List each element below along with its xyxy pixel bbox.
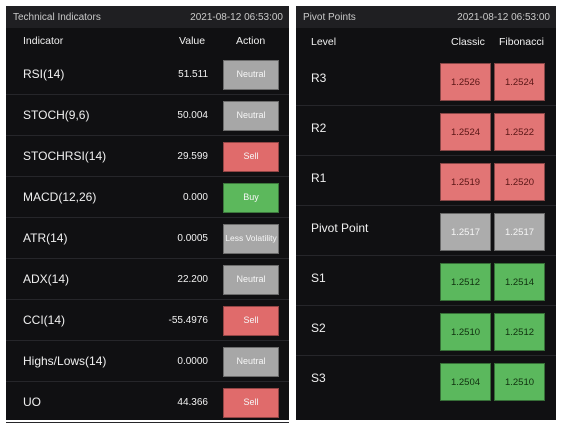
indicator-name: STOCH(9,6) <box>23 108 90 122</box>
pivot-fibonacci-value: 1.2520 <box>494 163 545 201</box>
pivot-classic-value: 1.2517 <box>440 213 491 251</box>
pivot-points-column-headers: Level Classic Fibonacci <box>296 28 556 56</box>
indicator-value: 22.200 <box>177 274 208 285</box>
indicator-row-highs-lows: Highs/Lows(14) 0.0000 Neutral <box>6 341 289 382</box>
action-badge-neutral: Neutral <box>223 101 279 131</box>
pivot-row-s3: S3 1.2504 1.2510 <box>296 356 556 405</box>
indicator-row-stoch: STOCH(9,6) 50.004 Neutral <box>6 95 289 136</box>
pivot-fibonacci-value: 1.2522 <box>494 113 545 151</box>
action-badge-neutral: Neutral <box>223 60 279 90</box>
pivot-classic-value: 1.2504 <box>440 363 491 401</box>
indicator-row-stochrsi: STOCHRSI(14) 29.599 Sell <box>6 136 289 177</box>
pivot-classic-value: 1.2510 <box>440 313 491 351</box>
pivot-fibonacci-value: 1.2514 <box>494 263 545 301</box>
indicator-name: UO <box>23 395 41 409</box>
column-header-indicator: Indicator <box>23 35 64 47</box>
indicator-row-uo: UO 44.366 Sell <box>6 382 289 423</box>
pivot-fibonacci-value: 1.2517 <box>494 213 545 251</box>
pivot-points-panel: Pivot Points 2021-08-12 06:53:00 Level C… <box>296 6 556 420</box>
action-badge-sell: Sell <box>223 306 279 336</box>
technical-indicators-header: Technical Indicators 2021-08-12 06:53:00 <box>6 6 289 28</box>
indicator-name: ATR(14) <box>23 231 68 245</box>
action-badge-buy: Buy <box>223 183 279 213</box>
indicator-value: 0.000 <box>182 192 208 203</box>
pivot-level-label: S3 <box>311 371 326 385</box>
pivot-row-s1: S1 1.2512 1.2514 <box>296 256 556 306</box>
pivot-row-pivot-point: Pivot Point 1.2517 1.2517 <box>296 206 556 256</box>
indicator-name: CCI(14) <box>23 313 66 327</box>
column-header-classic: Classic <box>451 36 485 48</box>
technical-indicators-timestamp: 2021-08-12 06:53:00 <box>190 11 283 23</box>
indicator-row-adx: ADX(14) 22.200 Neutral <box>6 259 289 300</box>
indicator-value: 0.0000 <box>177 356 208 367</box>
pivot-row-s2: S2 1.2510 1.2512 <box>296 306 556 356</box>
indicator-row-atr: ATR(14) 0.0005 Less Volatility <box>6 218 289 259</box>
pivot-level-label: S2 <box>311 321 326 335</box>
indicator-value: 50.004 <box>177 110 208 121</box>
indicator-name: RSI(14) <box>23 67 65 81</box>
pivot-points-title: Pivot Points <box>303 11 356 23</box>
action-badge-neutral: Neutral <box>223 347 279 377</box>
pivot-fibonacci-value: 1.2524 <box>494 63 545 101</box>
action-badge-sell: Sell <box>223 142 279 172</box>
pivot-points-header: Pivot Points 2021-08-12 06:53:00 <box>296 6 556 28</box>
action-badge-sell: Sell <box>223 388 279 418</box>
pivot-row-r3: R3 1.2526 1.2524 <box>296 56 556 106</box>
indicator-value: 51.511 <box>178 69 208 80</box>
pivot-fibonacci-value: 1.2512 <box>494 313 545 351</box>
indicator-row-macd: MACD(12,26) 0.000 Buy <box>6 177 289 218</box>
pivot-level-label: S1 <box>311 271 326 285</box>
pivot-level-label: R3 <box>311 71 327 85</box>
pivot-level-label: R1 <box>311 171 327 185</box>
indicator-name: Highs/Lows(14) <box>23 354 107 368</box>
column-header-level: Level <box>311 36 337 48</box>
technical-indicators-title: Technical Indicators <box>13 11 101 23</box>
indicator-value: -55.4976 <box>168 315 208 326</box>
pivot-level-label: Pivot Point <box>311 221 369 235</box>
technical-indicators-panel: Technical Indicators 2021-08-12 06:53:00… <box>6 6 289 423</box>
pivot-classic-value: 1.2519 <box>440 163 491 201</box>
column-header-value: Value <box>179 35 206 47</box>
pivot-row-r2: R2 1.2524 1.2522 <box>296 106 556 156</box>
indicator-value: 44.366 <box>177 397 208 408</box>
technical-indicators-column-headers: Indicator Value Action <box>6 28 289 54</box>
indicator-name: STOCHRSI(14) <box>23 149 107 163</box>
pivot-fibonacci-value: 1.2510 <box>494 363 545 401</box>
action-badge-neutral: Neutral <box>223 265 279 295</box>
pivot-classic-value: 1.2512 <box>440 263 491 301</box>
pivot-level-label: R2 <box>311 121 327 135</box>
indicator-name: MACD(12,26) <box>23 190 97 204</box>
indicator-value: 0.0005 <box>177 233 208 244</box>
pivot-row-r1: R1 1.2519 1.2520 <box>296 156 556 206</box>
indicator-name: ADX(14) <box>23 272 70 286</box>
pivot-classic-value: 1.2526 <box>440 63 491 101</box>
indicator-value: 29.599 <box>177 151 208 162</box>
indicator-row-cci: CCI(14) -55.4976 Sell <box>6 300 289 341</box>
action-badge-less-volatility: Less Volatility <box>223 224 279 254</box>
pivot-classic-value: 1.2524 <box>440 113 491 151</box>
column-header-fibonacci: Fibonacci <box>499 36 544 48</box>
column-header-action: Action <box>236 35 266 47</box>
pivot-points-timestamp: 2021-08-12 06:53:00 <box>457 11 550 23</box>
indicator-row-rsi: RSI(14) 51.511 Neutral <box>6 54 289 95</box>
